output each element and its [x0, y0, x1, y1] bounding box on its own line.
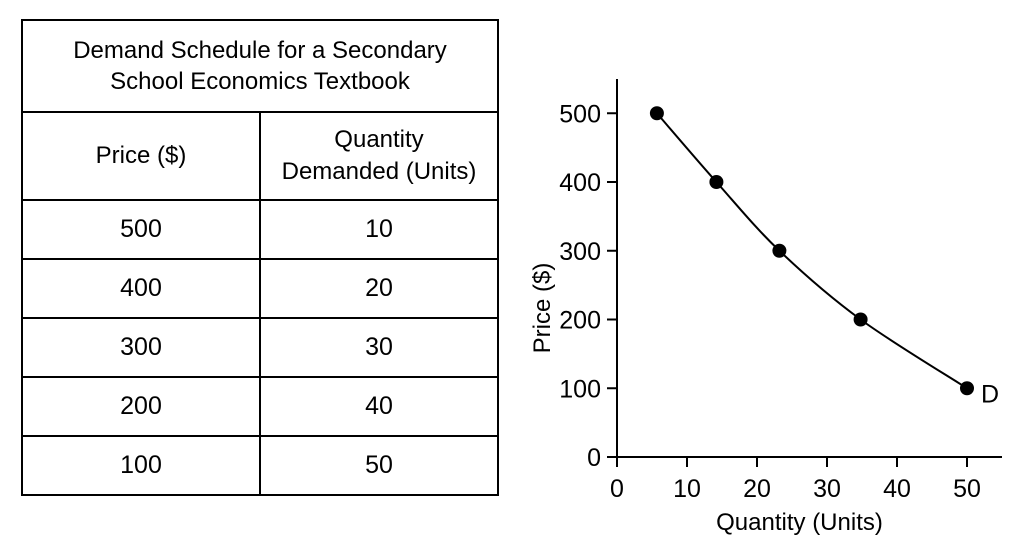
demand-schedule-table: Demand Schedule for a Secondary School E…	[21, 19, 499, 496]
price-cell: 200	[21, 376, 261, 437]
x-tick-label: 20	[743, 475, 771, 503]
price-cell: 300	[21, 317, 261, 378]
x-axis-ticks: 0 10 20 30 40 50	[610, 457, 981, 503]
quantity-cell: 20	[259, 258, 499, 319]
data-point	[853, 312, 868, 327]
y-tick-label: 400	[559, 169, 601, 197]
y-tick-label: 0	[587, 444, 601, 472]
table-row: 200 40	[21, 376, 499, 437]
x-tick-label: 40	[883, 475, 911, 503]
price-cell: 100	[21, 435, 261, 496]
series-label: D	[981, 380, 999, 408]
quantity-header-line1: Quantity	[334, 126, 424, 153]
table-row: 400 20	[21, 258, 499, 319]
y-tick-label: 100	[559, 375, 601, 403]
table-row: 100 50	[21, 435, 499, 496]
x-tick-label: 10	[673, 475, 701, 503]
quantity-cell: 50	[259, 435, 499, 496]
quantity-header-line2: Demanded (Units)	[281, 158, 477, 185]
price-column-header: Price ($)	[21, 111, 261, 201]
data-point	[649, 106, 664, 121]
price-cell: 400	[21, 258, 261, 319]
x-tick-label: 30	[813, 475, 841, 503]
table-title-line1: Demand Schedule for a Secondary	[73, 37, 447, 64]
price-cell: 500	[21, 199, 261, 260]
x-tick-label: 0	[610, 475, 624, 503]
data-point	[960, 381, 974, 396]
quantity-column-header: Quantity Demanded (Units)	[259, 111, 499, 201]
data-point	[772, 243, 787, 258]
table-row: 300 30	[21, 317, 499, 378]
y-tick-label: 300	[559, 238, 601, 266]
table-title-line2: School Economics Textbook	[110, 68, 410, 95]
y-axis-label: Price ($)	[529, 263, 556, 354]
data-points	[649, 106, 974, 396]
quantity-cell: 40	[259, 376, 499, 437]
quantity-cell: 30	[259, 317, 499, 378]
demand-curve-line	[656, 112, 968, 390]
y-tick-label: 200	[559, 307, 601, 335]
y-tick-label: 500	[559, 100, 601, 128]
table-row: 500 10	[21, 199, 499, 260]
data-point	[709, 175, 724, 189]
x-tick-label: 50	[953, 475, 981, 503]
y-axis-ticks: 0 100 200 300 400 500	[559, 100, 617, 472]
table-title: Demand Schedule for a Secondary School E…	[21, 19, 499, 113]
x-axis-label: Quantity (Units)	[716, 509, 883, 536]
quantity-cell: 10	[259, 199, 499, 260]
price-header-label: Price ($)	[95, 142, 187, 169]
